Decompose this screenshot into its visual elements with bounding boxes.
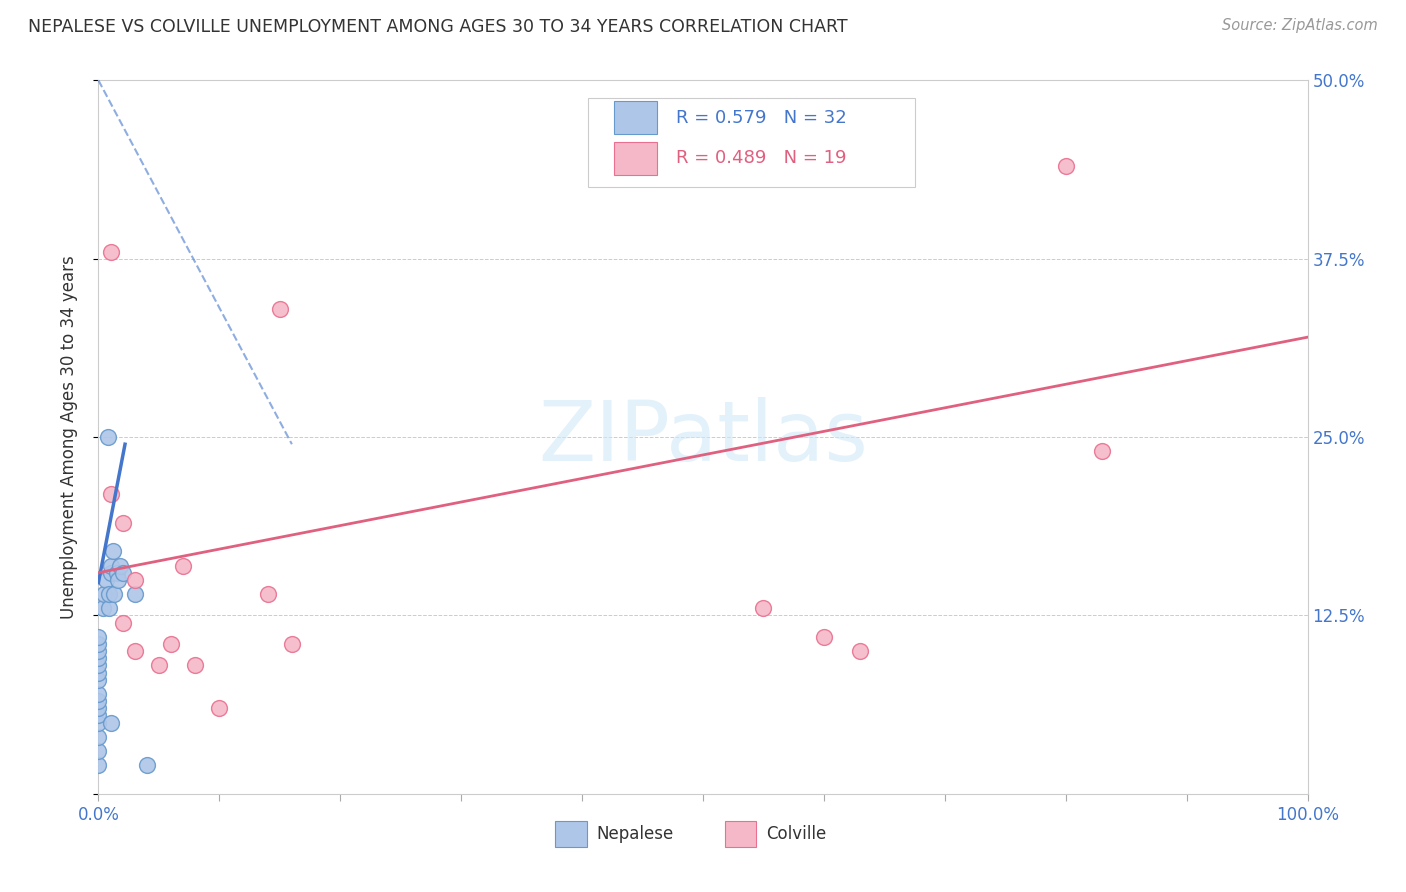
Point (100, 558, 122, 573)
Point (100, 487, 122, 501)
Point (87, 644, 110, 658)
FancyBboxPatch shape (613, 102, 657, 135)
Point (135, 758, 157, 772)
Point (97, 430, 120, 444)
Point (208, 701, 231, 715)
Point (107, 573, 129, 587)
Text: ZIPatlas: ZIPatlas (538, 397, 868, 477)
Point (93, 587, 115, 601)
Point (87, 658, 110, 673)
Point (91, 601, 114, 615)
Point (160, 637, 183, 651)
Point (813, 630, 835, 644)
Point (100, 244, 122, 259)
Point (124, 587, 146, 601)
Point (87, 630, 110, 644)
Point (172, 558, 194, 573)
Point (87, 730, 110, 744)
Point (108, 558, 131, 573)
Point (1054, 159, 1077, 173)
Text: Source: ZipAtlas.com: Source: ZipAtlas.com (1222, 18, 1378, 33)
Point (98, 587, 121, 601)
Point (87, 673, 110, 687)
Point (87, 701, 110, 715)
Y-axis label: Unemployment Among Ages 30 to 34 years: Unemployment Among Ages 30 to 34 years (59, 255, 77, 619)
Text: Nepalese: Nepalese (596, 825, 673, 843)
Point (87, 758, 110, 772)
Point (87, 637, 110, 651)
Point (103, 587, 125, 601)
Point (1091, 444, 1114, 458)
Point (849, 644, 872, 658)
Point (752, 601, 775, 615)
Point (111, 566, 134, 580)
FancyBboxPatch shape (555, 821, 586, 847)
Point (87, 687, 110, 701)
Point (111, 516, 134, 530)
Point (87, 708, 110, 723)
Text: R = 0.489   N = 19: R = 0.489 N = 19 (676, 149, 846, 167)
FancyBboxPatch shape (724, 821, 756, 847)
Point (124, 644, 146, 658)
Point (148, 658, 170, 673)
Point (111, 615, 134, 630)
FancyBboxPatch shape (588, 98, 915, 187)
Point (256, 587, 278, 601)
Point (87, 665, 110, 680)
FancyBboxPatch shape (613, 142, 657, 175)
Point (100, 715, 122, 730)
Point (87, 651, 110, 665)
Point (87, 694, 110, 708)
Point (98, 601, 121, 615)
Point (105, 566, 128, 580)
Point (124, 573, 146, 587)
Text: R = 0.579   N = 32: R = 0.579 N = 32 (676, 109, 848, 127)
Point (87, 715, 110, 730)
Point (101, 544, 124, 558)
Point (184, 658, 207, 673)
Point (281, 637, 304, 651)
Point (87, 744, 110, 758)
Point (100, 566, 122, 580)
Point (94, 573, 117, 587)
Text: NEPALESE VS COLVILLE UNEMPLOYMENT AMONG AGES 30 TO 34 YEARS CORRELATION CHART: NEPALESE VS COLVILLE UNEMPLOYMENT AMONG … (28, 18, 848, 36)
Point (269, 301, 291, 316)
Text: Colville: Colville (766, 825, 827, 843)
